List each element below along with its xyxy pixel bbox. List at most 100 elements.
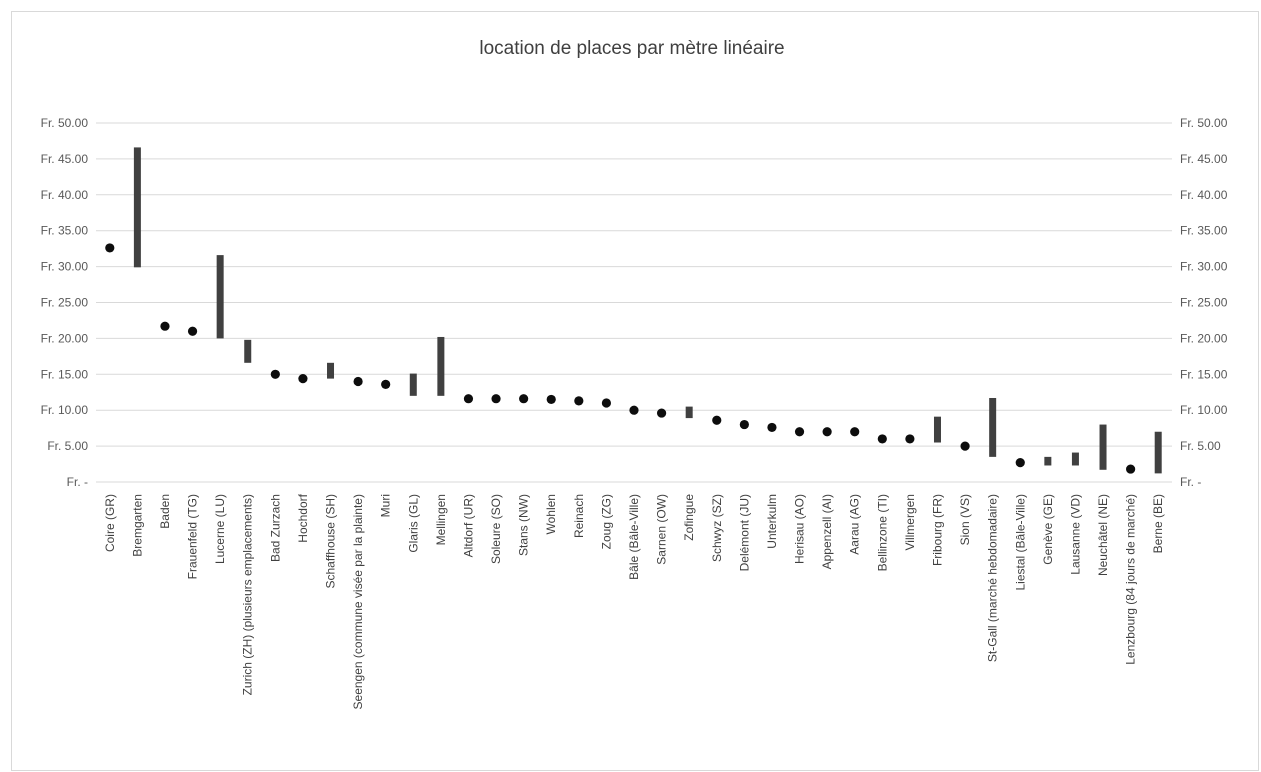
x-category-label: Zoug (ZG) (599, 494, 613, 549)
data-point (105, 243, 115, 253)
y-tick-label-left: Fr. 45.00 (41, 152, 89, 166)
data-point (270, 369, 280, 379)
y-tick-label-left: Fr. 40.00 (41, 188, 89, 202)
x-category-label: Muri (379, 494, 393, 517)
x-category-label: Frauenfeld (TG) (186, 494, 200, 579)
data-point (160, 321, 170, 331)
y-tick-label-left: Fr. 20.00 (41, 331, 89, 345)
x-category-label: Soleure (SO) (489, 494, 503, 564)
x-category-label: Schaffhouse (SH) (324, 494, 338, 589)
x-category-label: Zurich (ZH) (plusieurs emplacements) (241, 494, 255, 695)
chart-title: location de places par mètre linéaire (479, 38, 784, 59)
range-bar (1154, 431, 1162, 474)
range-bar (933, 416, 941, 443)
x-category-label: Villmergen (903, 494, 917, 550)
x-category-label: Genève (GE) (1041, 494, 1055, 565)
x-category-label: Neuchâtel (NE) (1096, 494, 1110, 576)
y-tick-label-left: Fr. 15.00 (41, 367, 89, 381)
data-point (546, 394, 556, 405)
x-category-label: Bad Zurzach (268, 494, 282, 562)
range-bar (327, 362, 335, 379)
y-tick-label-right: Fr. 40.00 (1180, 188, 1228, 202)
range-bar (989, 397, 997, 457)
y-tick-label-right: Fr. 15.00 (1180, 367, 1228, 381)
x-category-label: Lucerne (LU) (213, 494, 227, 564)
x-category-label: Schwyz (SZ) (710, 494, 724, 562)
x-category-label: Zofingue (682, 494, 696, 541)
data-point (960, 441, 970, 451)
data-point (629, 405, 639, 415)
data-point (187, 326, 198, 336)
range-bar (409, 373, 417, 396)
y-tick-label-right: Fr. 35.00 (1180, 224, 1228, 238)
y-tick-label-right: Fr. 50.00 (1180, 116, 1228, 130)
x-category-label: Liestal (Bâle-Ville) (1013, 494, 1027, 591)
y-tick-label-left: Fr. 5.00 (47, 439, 88, 453)
y-tick-label-right: Fr. 30.00 (1180, 260, 1228, 274)
x-category-label: Berne (BE) (1151, 494, 1165, 553)
x-category-label: Bâle (Bâle-Ville) (627, 494, 641, 580)
range-bar (437, 336, 445, 396)
data-point (463, 394, 474, 404)
x-category-label: Appenzell (AI) (820, 494, 834, 569)
y-tick-label-left: Fr. 10.00 (41, 403, 89, 417)
data-point (491, 394, 501, 404)
x-category-label: Altdorf (UR) (461, 494, 475, 557)
y-tick-label-right: Fr. 10.00 (1180, 403, 1228, 417)
y-tick-label-left: Fr. 50.00 (41, 116, 89, 130)
chart-svg: location de places par mètre linéaire Fr… (41, 38, 1228, 709)
data-point (905, 434, 915, 444)
x-category-label: Baden (158, 494, 172, 529)
y-tick-label-left: Fr. 30.00 (41, 260, 89, 274)
data-point (712, 415, 722, 425)
range-bar (685, 406, 693, 419)
data-point (794, 427, 805, 437)
x-category-label: Sion (VS) (958, 494, 972, 545)
data-point (574, 396, 584, 406)
x-category-label: Lenzbourg (84 jours de marché) (1124, 494, 1138, 665)
data-point (656, 408, 667, 418)
chart-marks (105, 147, 1162, 474)
y-tick-label-left: Fr. - (67, 475, 88, 489)
data-point (353, 376, 363, 387)
grid-lines (96, 122, 1172, 483)
y-axis-left: Fr. - Fr. 5.00 Fr. 10.00 Fr. 15.00 Fr. 20.00… (41, 116, 89, 489)
x-category-label: Lausanne (VD) (1068, 494, 1082, 575)
y-axis-right: Fr. - Fr. 5.00 Fr. 10.00 Fr. 15.00 Fr. 20.00… (1180, 116, 1228, 489)
y-tick-label-left: Fr. 35.00 (41, 224, 89, 238)
x-category-label: Mellingen (434, 494, 448, 545)
x-axis-labels: Coire (GR) Bremgarten Baden Frauenfeld (TG)… (103, 493, 1165, 709)
data-point (739, 419, 749, 430)
data-point (767, 422, 777, 433)
x-category-label: Stans (NW) (517, 494, 531, 556)
data-point (877, 434, 887, 444)
x-category-label: Glaris (GL) (406, 494, 420, 553)
range-bar (1044, 456, 1052, 466)
range-bar (133, 147, 141, 268)
range-bar (244, 339, 252, 363)
range-bar (216, 255, 224, 339)
x-category-label: Bellinzone (TI) (875, 494, 889, 571)
range-bar (1071, 452, 1079, 466)
x-category-label: Delémont (JU) (737, 494, 751, 571)
y-tick-label-right: Fr. - (1180, 475, 1201, 489)
x-category-label: Aarau (AG) (848, 494, 862, 555)
x-category-label: Sarnen (OW) (655, 494, 669, 565)
data-point (601, 398, 612, 408)
x-category-label: Wohlen (544, 494, 558, 534)
x-category-label: Bremgarten (130, 494, 144, 557)
x-category-label: Herisau (AO) (793, 494, 807, 564)
y-tick-label-right: Fr. 45.00 (1180, 152, 1228, 166)
data-point (298, 374, 308, 384)
data-point (1015, 458, 1025, 468)
y-tick-label-right: Fr. 5.00 (1180, 439, 1221, 453)
x-category-label: Unterkulm (765, 494, 779, 549)
data-point (519, 394, 529, 404)
y-tick-label-right: Fr. 25.00 (1180, 296, 1228, 310)
chart-frame: location de places par mètre linéaire Fr… (11, 11, 1259, 771)
x-category-label: Hochdorf (296, 493, 310, 542)
x-category-label: Fribourg (FR) (930, 494, 944, 566)
x-category-label: St-Gall (marché hebdomadaire) (986, 494, 1000, 662)
data-point (381, 379, 391, 389)
data-point (850, 427, 860, 437)
